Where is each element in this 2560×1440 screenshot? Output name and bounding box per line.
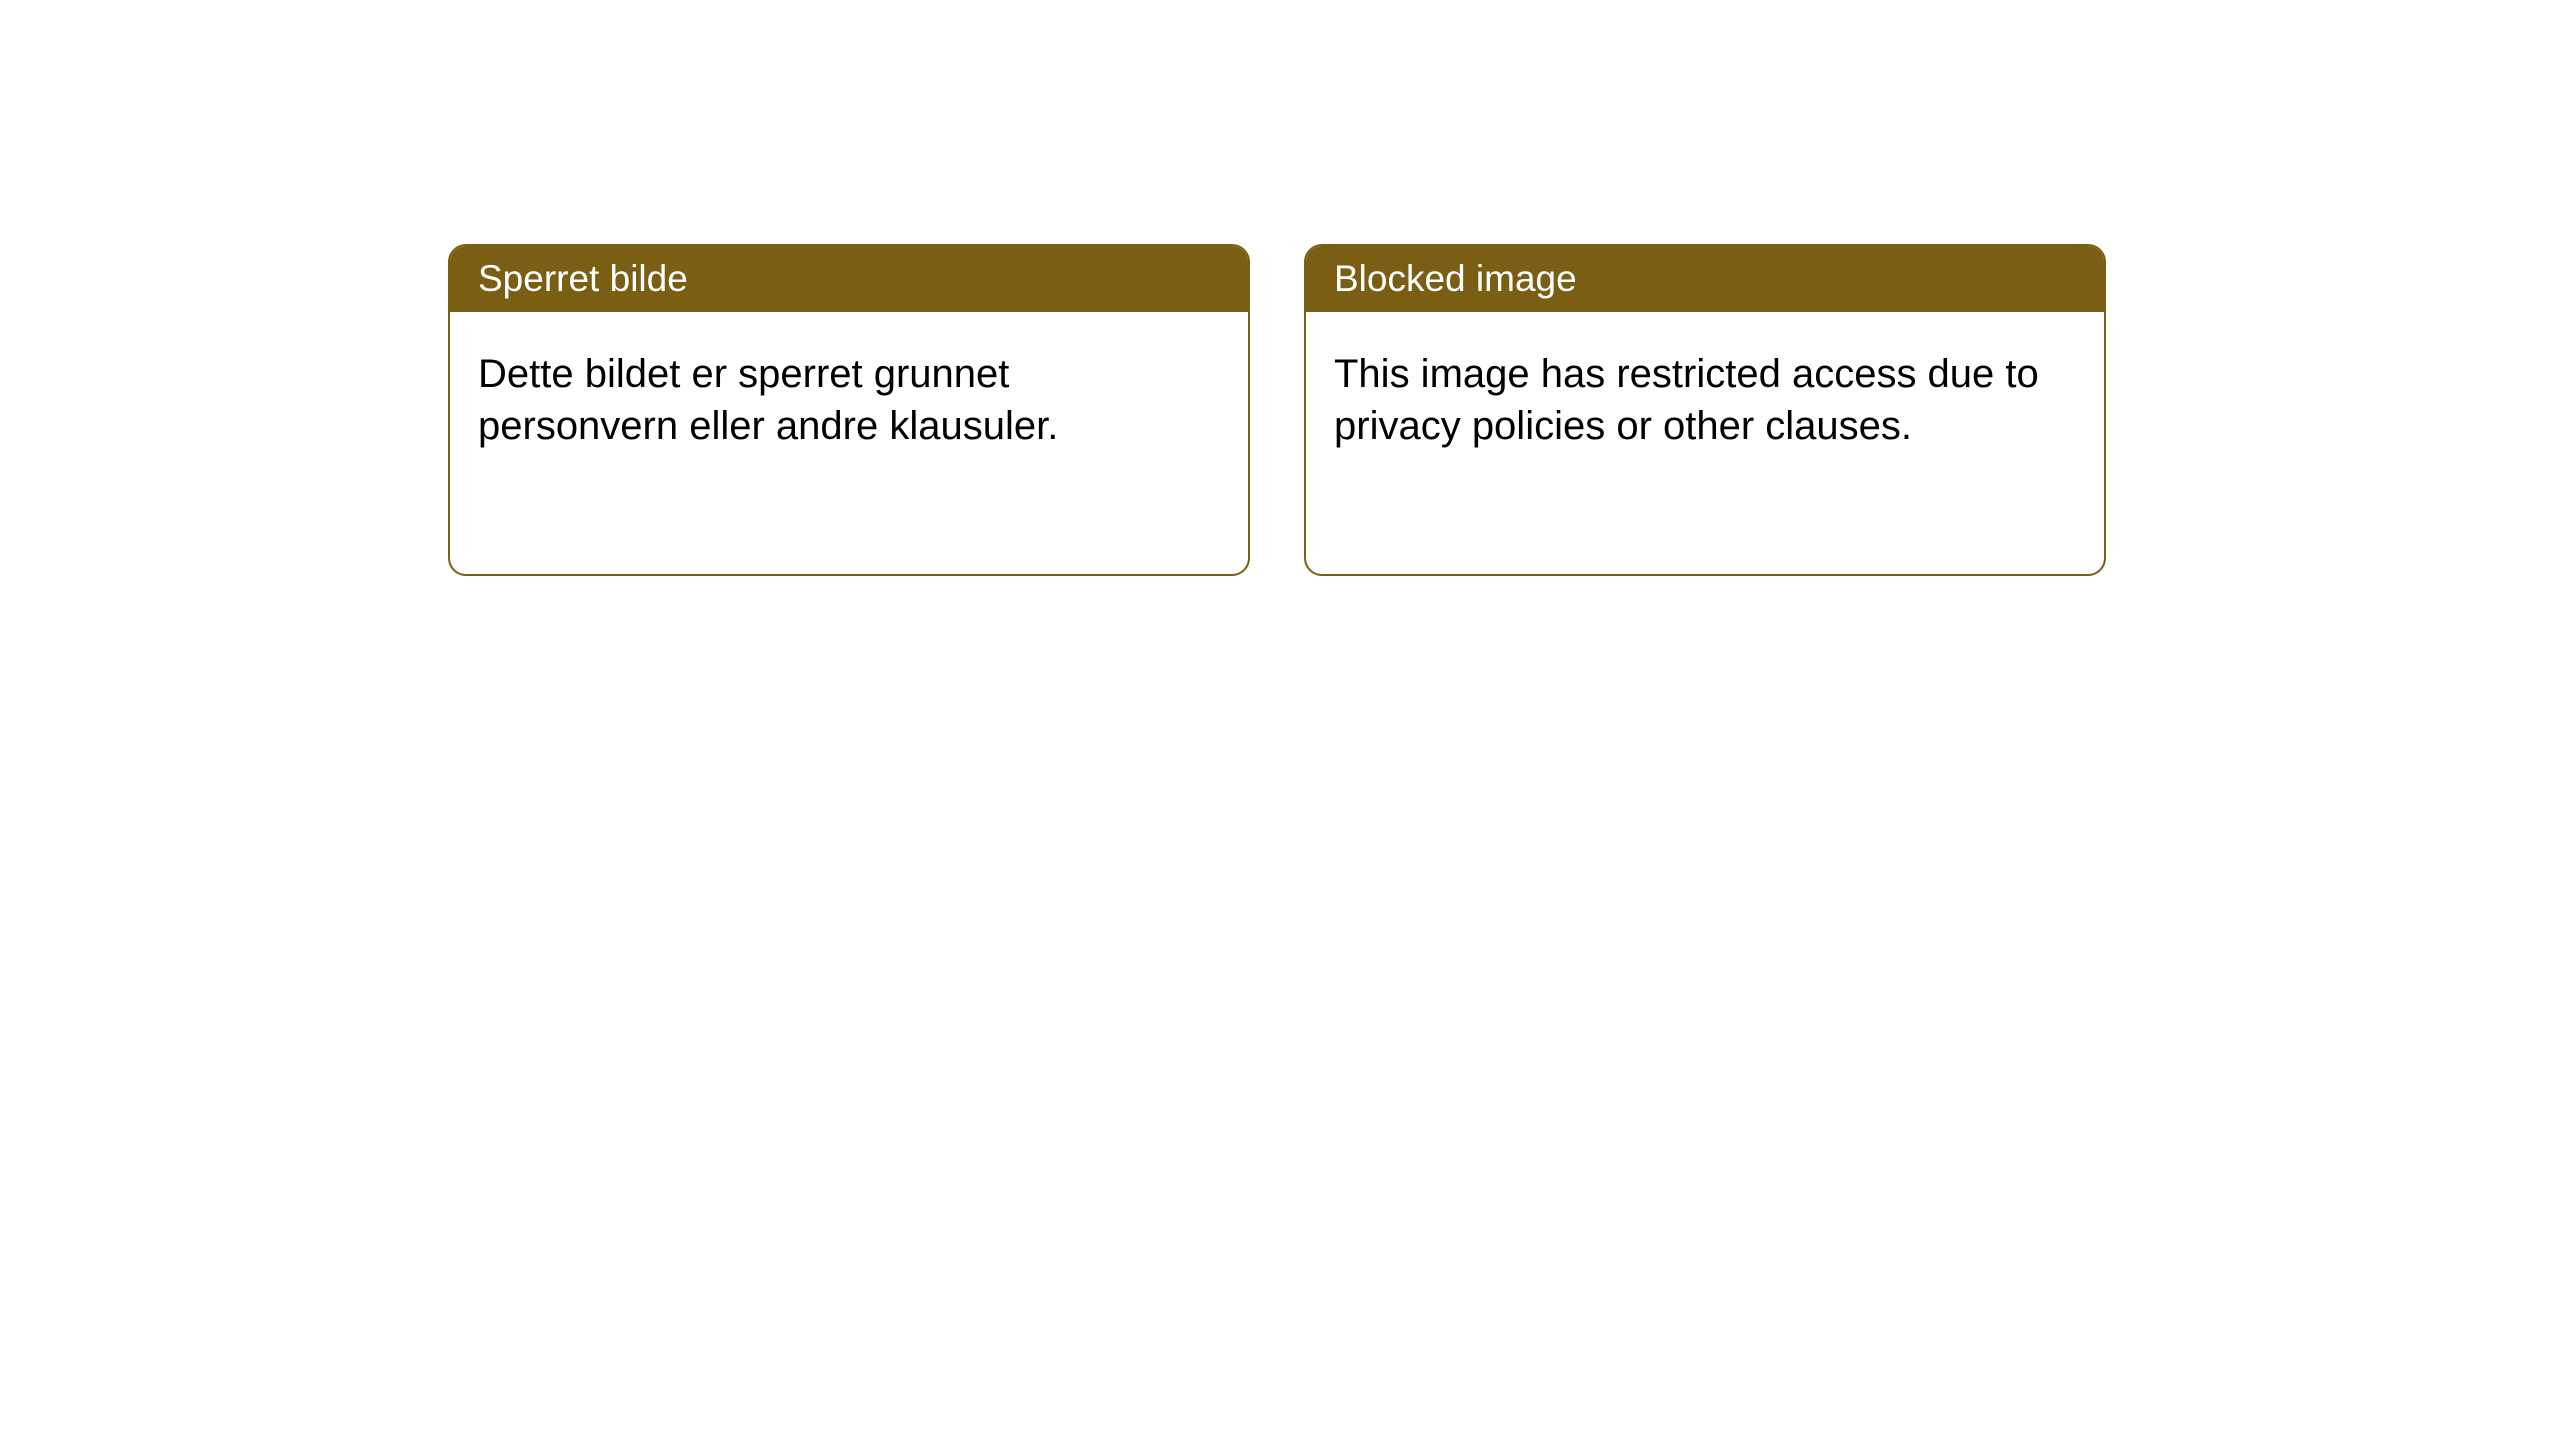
notice-header-english: Blocked image [1306,246,2104,312]
notice-box-english: Blocked image This image has restricted … [1304,244,2106,576]
notices-container: Sperret bilde Dette bildet er sperret gr… [448,244,2106,576]
notice-body-english: This image has restricted access due to … [1306,312,2104,488]
notice-body-norwegian: Dette bildet er sperret grunnet personve… [450,312,1248,488]
notice-box-norwegian: Sperret bilde Dette bildet er sperret gr… [448,244,1250,576]
notice-header-norwegian: Sperret bilde [450,246,1248,312]
